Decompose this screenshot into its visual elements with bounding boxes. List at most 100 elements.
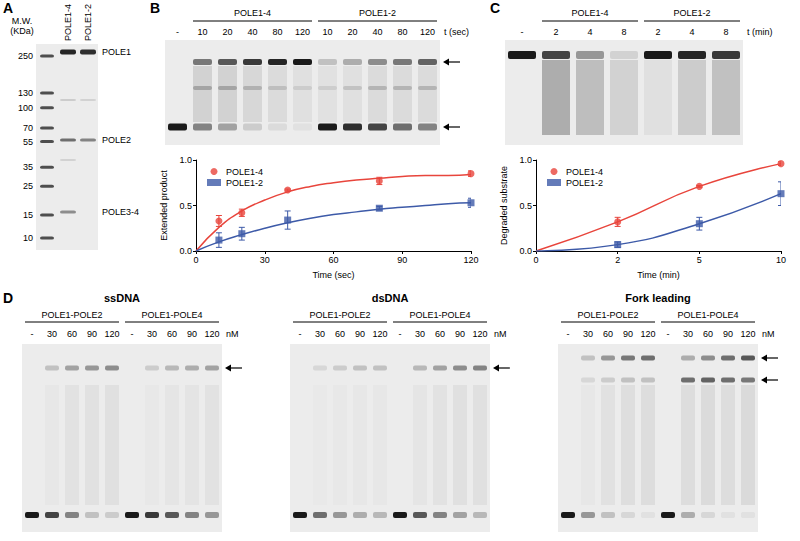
svg-text:2: 2 bbox=[553, 27, 558, 37]
svg-text:POLE1-2: POLE1-2 bbox=[673, 8, 710, 18]
svg-text:40: 40 bbox=[372, 27, 382, 37]
svg-text:Fork leading: Fork leading bbox=[625, 292, 690, 304]
svg-text:90: 90 bbox=[455, 329, 465, 339]
svg-text:1.0: 1.0 bbox=[179, 155, 192, 165]
svg-text:120: 120 bbox=[295, 27, 310, 37]
svg-text:M.W.: M.W. bbox=[12, 16, 33, 26]
svg-text:60: 60 bbox=[335, 329, 345, 339]
svg-text:120: 120 bbox=[104, 329, 119, 339]
svg-text:90: 90 bbox=[187, 329, 197, 339]
svg-text:POLE1-2: POLE1-2 bbox=[359, 8, 396, 18]
svg-text:ssDNA: ssDNA bbox=[104, 292, 140, 304]
svg-text:70: 70 bbox=[23, 123, 33, 133]
svg-text:4: 4 bbox=[689, 27, 694, 37]
svg-text:dsDNA: dsDNA bbox=[372, 292, 409, 304]
svg-text:10: 10 bbox=[197, 27, 207, 37]
svg-text:0.0: 0.0 bbox=[519, 246, 532, 256]
svg-text:POLE1: POLE1 bbox=[102, 47, 131, 57]
svg-text:2: 2 bbox=[615, 255, 620, 265]
svg-text:10: 10 bbox=[322, 27, 332, 37]
svg-text:250: 250 bbox=[18, 51, 33, 61]
svg-text:90: 90 bbox=[397, 255, 407, 265]
svg-text:nM: nM bbox=[226, 329, 239, 339]
svg-text:POLE1-POLE4: POLE1-POLE4 bbox=[409, 310, 470, 320]
svg-text:30: 30 bbox=[415, 329, 425, 339]
svg-text:60: 60 bbox=[703, 329, 713, 339]
svg-text:A: A bbox=[3, 0, 13, 16]
svg-text:40: 40 bbox=[247, 27, 257, 37]
svg-text:2: 2 bbox=[655, 27, 660, 37]
svg-text:80: 80 bbox=[272, 27, 282, 37]
svg-text:4: 4 bbox=[587, 27, 592, 37]
svg-text:Time (sec): Time (sec) bbox=[312, 270, 354, 280]
svg-text:30: 30 bbox=[147, 329, 157, 339]
svg-text:25: 25 bbox=[23, 181, 33, 191]
svg-text:20: 20 bbox=[347, 27, 357, 37]
svg-text:60: 60 bbox=[603, 329, 613, 339]
svg-text:POLE2: POLE2 bbox=[102, 135, 131, 145]
svg-text:120: 120 bbox=[463, 255, 478, 265]
svg-text:POLE1-4: POLE1-4 bbox=[226, 167, 263, 177]
svg-text:POLE1-POLE2: POLE1-POLE2 bbox=[41, 310, 102, 320]
svg-text:POLE1-2: POLE1-2 bbox=[83, 4, 93, 41]
svg-text:0: 0 bbox=[533, 255, 538, 265]
svg-text:-: - bbox=[399, 329, 402, 339]
svg-text:60: 60 bbox=[167, 329, 177, 339]
svg-text:120: 120 bbox=[640, 329, 655, 339]
svg-text:130: 130 bbox=[18, 88, 33, 98]
svg-text:B: B bbox=[150, 0, 160, 16]
svg-text:5: 5 bbox=[697, 255, 702, 265]
svg-text:t (min): t (min) bbox=[747, 27, 773, 37]
svg-text:90: 90 bbox=[355, 329, 365, 339]
svg-text:60: 60 bbox=[435, 329, 445, 339]
svg-text:60: 60 bbox=[328, 255, 338, 265]
svg-text:60: 60 bbox=[67, 329, 77, 339]
svg-text:nM: nM bbox=[762, 329, 775, 339]
svg-text:Degraded substrate: Degraded substrate bbox=[499, 166, 509, 245]
svg-text:POLE1-POLE2: POLE1-POLE2 bbox=[309, 310, 370, 320]
svg-text:Extended product: Extended product bbox=[159, 170, 169, 241]
svg-text:30: 30 bbox=[260, 255, 270, 265]
svg-text:POLE1-POLE2: POLE1-POLE2 bbox=[577, 310, 638, 320]
svg-text:D: D bbox=[3, 290, 13, 306]
svg-text:90: 90 bbox=[87, 329, 97, 339]
svg-text:POLE1-POLE4: POLE1-POLE4 bbox=[141, 310, 202, 320]
svg-text:-: - bbox=[567, 329, 570, 339]
svg-text:30: 30 bbox=[683, 329, 693, 339]
svg-text:120: 120 bbox=[472, 329, 487, 339]
svg-text:-: - bbox=[299, 329, 302, 339]
svg-text:POLE1-POLE4: POLE1-POLE4 bbox=[677, 310, 738, 320]
svg-text:30: 30 bbox=[583, 329, 593, 339]
svg-text:POLE1-4: POLE1-4 bbox=[63, 4, 73, 41]
svg-text:Time (min): Time (min) bbox=[637, 270, 680, 280]
svg-text:POLE1-4: POLE1-4 bbox=[566, 167, 603, 177]
svg-text:-: - bbox=[31, 329, 34, 339]
svg-text:10: 10 bbox=[23, 233, 33, 243]
svg-text:POLE1-4: POLE1-4 bbox=[571, 8, 608, 18]
svg-text:POLE1-4: POLE1-4 bbox=[234, 8, 271, 18]
svg-text:t (sec): t (sec) bbox=[444, 27, 469, 37]
svg-text:0: 0 bbox=[193, 255, 198, 265]
svg-text:nM: nM bbox=[494, 329, 507, 339]
svg-text:-: - bbox=[176, 27, 179, 37]
svg-text:POLE1-2: POLE1-2 bbox=[566, 178, 603, 188]
svg-text:120: 120 bbox=[372, 329, 387, 339]
svg-text:C: C bbox=[490, 0, 500, 16]
svg-text:35: 35 bbox=[23, 162, 33, 172]
svg-text:90: 90 bbox=[623, 329, 633, 339]
svg-text:-: - bbox=[521, 27, 524, 37]
svg-text:8: 8 bbox=[723, 27, 728, 37]
svg-text:80: 80 bbox=[397, 27, 407, 37]
svg-text:100: 100 bbox=[18, 103, 33, 113]
svg-text:30: 30 bbox=[47, 329, 57, 339]
svg-text:0.5: 0.5 bbox=[519, 201, 532, 211]
svg-text:10: 10 bbox=[776, 255, 786, 265]
svg-text:(KDa): (KDa) bbox=[10, 26, 34, 36]
svg-text:0.0: 0.0 bbox=[179, 246, 192, 256]
svg-text:1.0: 1.0 bbox=[519, 155, 532, 165]
svg-text:POLE1-2: POLE1-2 bbox=[226, 178, 263, 188]
svg-text:55: 55 bbox=[23, 137, 33, 147]
svg-text:120: 120 bbox=[740, 329, 755, 339]
svg-text:90: 90 bbox=[723, 329, 733, 339]
svg-text:0.5: 0.5 bbox=[179, 201, 192, 211]
